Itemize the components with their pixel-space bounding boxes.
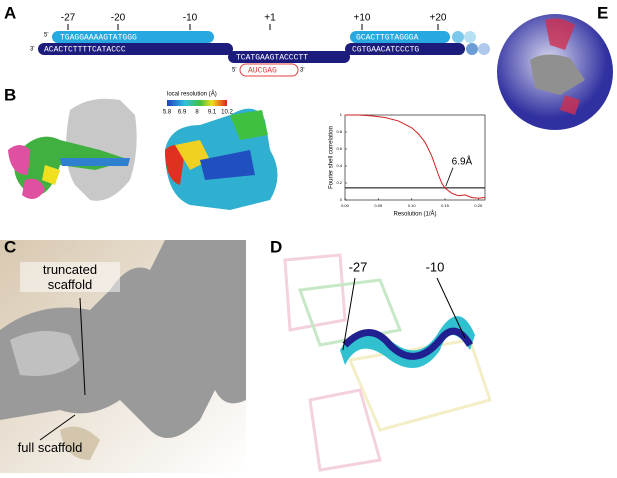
y-tick-label: 0.2 — [336, 180, 342, 185]
panel-label: C — [4, 237, 16, 256]
position-label: +10 — [354, 13, 371, 24]
sequence: TCATGAAGTACCCTT — [236, 54, 308, 63]
position-label: -10 — [183, 13, 198, 24]
colorbar-title: local resolution (Å) — [167, 91, 217, 98]
position-label: -20 — [111, 13, 126, 24]
y-tick-label: 0.4 — [336, 163, 342, 168]
annotation: truncated scaffold — [20, 262, 120, 292]
y-axis-label: Fourier shell correlation — [329, 126, 335, 189]
sequence: TGAGGAAAAGTATGGG — [60, 34, 137, 43]
fsc-curve — [345, 114, 486, 199]
pointer — [79, 297, 86, 396]
dna-scaffold — [38, 31, 490, 77]
y-tick-label: 0 — [340, 197, 343, 202]
x-tick-label: 0.05 — [374, 203, 383, 208]
panel-label: E — [597, 3, 608, 22]
sequence: GCACTTGTAGGGA — [356, 34, 419, 43]
sequence: AUCGAG — [248, 67, 277, 76]
dna-helix — [340, 316, 475, 368]
colorbar-tick: 6.9 — [178, 110, 187, 116]
sequence: CGTGAACATCCCTG — [352, 46, 419, 55]
local-resolution-map — [165, 108, 278, 210]
pointer — [436, 277, 466, 339]
model-overlay — [283, 253, 492, 472]
plot-frame — [344, 114, 486, 201]
position-label: +20 — [430, 13, 447, 24]
pointer — [342, 277, 356, 351]
panel-label: D — [270, 237, 282, 256]
colorbar-tick: 9.1 — [208, 110, 217, 116]
strand-end: 5' — [232, 68, 236, 74]
position-label: +1 — [264, 13, 276, 24]
panel-label: A — [4, 3, 16, 22]
x-axis-label: Resolution (1/Å) — [393, 211, 436, 218]
x-tick-label: 0.20 — [474, 203, 483, 208]
annotation: -27 — [349, 259, 368, 274]
colorbar-tick: 5.8 — [163, 110, 172, 116]
x-tick-label: 0.15 — [441, 203, 450, 208]
panel-label: B — [4, 85, 16, 104]
annotation: -10 — [426, 259, 445, 274]
y-tick-label: 0.8 — [336, 129, 342, 134]
density-map — [8, 98, 137, 201]
x-tick-label: 0.00 — [341, 203, 350, 208]
sequence: ACACTCTTTTCATACCC — [44, 46, 126, 55]
pointer — [445, 167, 454, 187]
x-tick-label: 0.10 — [408, 203, 417, 208]
y-tick-label: 1 — [340, 112, 343, 117]
strand-end: 3' — [300, 68, 304, 74]
pointer — [39, 414, 76, 441]
y-tick-label: 0.6 — [336, 146, 342, 151]
strand-end: 3' — [30, 47, 34, 53]
colorbar — [167, 100, 227, 106]
annotation-box: truncated scaffold — [20, 262, 120, 292]
annotation-box: full scaffold — [17, 440, 83, 455]
orientation-sphere — [497, 14, 613, 130]
colorbar-tick: 10.2 — [221, 110, 233, 116]
colorbar-tick: 8 — [195, 110, 199, 116]
position-label: -27 — [61, 13, 76, 24]
strand-end: 5' — [44, 33, 48, 39]
annotation: 6.9Å — [452, 154, 473, 167]
annotation: full scaffold — [17, 440, 83, 455]
